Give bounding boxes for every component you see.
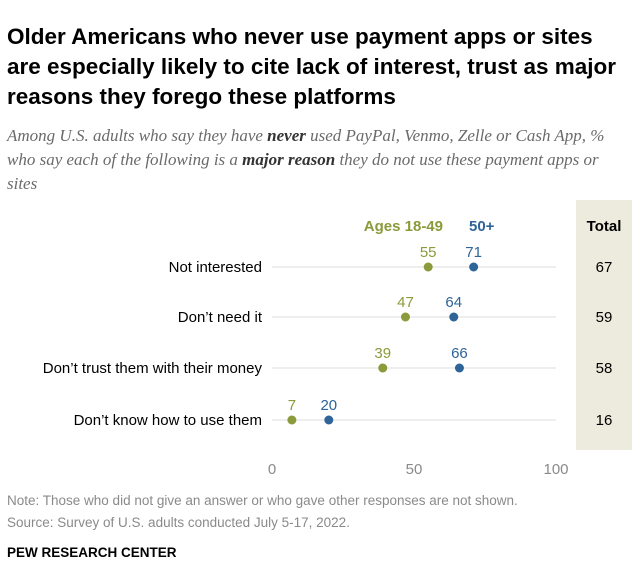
legend-50-plus: 50+ bbox=[469, 218, 495, 235]
total-value: 59 bbox=[596, 309, 613, 326]
category-label: Don’t trust them with their money bbox=[43, 360, 263, 377]
x-tick-label: 0 bbox=[268, 461, 276, 478]
x-tick-label: 100 bbox=[543, 461, 568, 478]
value-label-50-plus: 66 bbox=[451, 345, 468, 362]
dot-50-plus bbox=[324, 415, 334, 425]
subtitle-text-2: used PayPal, Venmo, Zelle or Cash App, %… bbox=[7, 126, 605, 169]
value-label-ages-18-49: 39 bbox=[374, 345, 391, 362]
dot-ages-18-49 bbox=[400, 312, 410, 322]
brand-label: PEW RESEARCH CENTER bbox=[7, 545, 177, 560]
legend-ages-18-49: Ages 18-49 bbox=[364, 218, 443, 235]
chart-note: Note: Those who did not give an answer o… bbox=[7, 493, 518, 508]
subtitle-emphasis-major-reason: major reason bbox=[242, 150, 336, 169]
value-label-ages-18-49: 7 bbox=[288, 397, 296, 414]
value-label-ages-18-49: 47 bbox=[397, 294, 414, 311]
category-label: Don’t need it bbox=[178, 309, 263, 326]
total-value: 16 bbox=[596, 412, 613, 429]
total-column-background bbox=[576, 200, 632, 450]
dot-ages-18-49 bbox=[287, 415, 297, 425]
x-tick-label: 50 bbox=[406, 461, 423, 478]
category-label: Don’t know how to use them bbox=[74, 412, 262, 429]
subtitle-emphasis-never: never bbox=[267, 126, 306, 145]
total-value: 58 bbox=[596, 360, 613, 377]
chart-title: Older Americans who never use payment ap… bbox=[7, 24, 617, 109]
subtitle-text-1: Among U.S. adults who say they have bbox=[7, 126, 268, 145]
chart-subtitle: Among U.S. adults who say they have neve… bbox=[7, 124, 632, 196]
value-label-ages-18-49: 55 bbox=[420, 244, 437, 261]
dot-ages-18-49 bbox=[378, 363, 388, 373]
dot-50-plus bbox=[469, 262, 479, 272]
total-header: Total bbox=[587, 218, 622, 235]
dot-50-plus bbox=[454, 363, 464, 373]
value-label-50-plus: 20 bbox=[320, 397, 337, 414]
dot-50-plus bbox=[449, 312, 459, 322]
dot-plot-chart: Total Ages 18-49 50+ Not interested 55 71 67 Do… bbox=[43, 200, 632, 478]
chart-source: Source: Survey of U.S. adults conducted … bbox=[7, 515, 350, 530]
total-value: 67 bbox=[596, 259, 613, 276]
value-label-50-plus: 64 bbox=[445, 294, 462, 311]
dot-ages-18-49 bbox=[423, 262, 433, 272]
category-label: Not interested bbox=[169, 259, 262, 276]
subtitle-text-3: they do not use these payment apps or si… bbox=[7, 150, 599, 193]
value-label-50-plus: 71 bbox=[465, 244, 482, 261]
